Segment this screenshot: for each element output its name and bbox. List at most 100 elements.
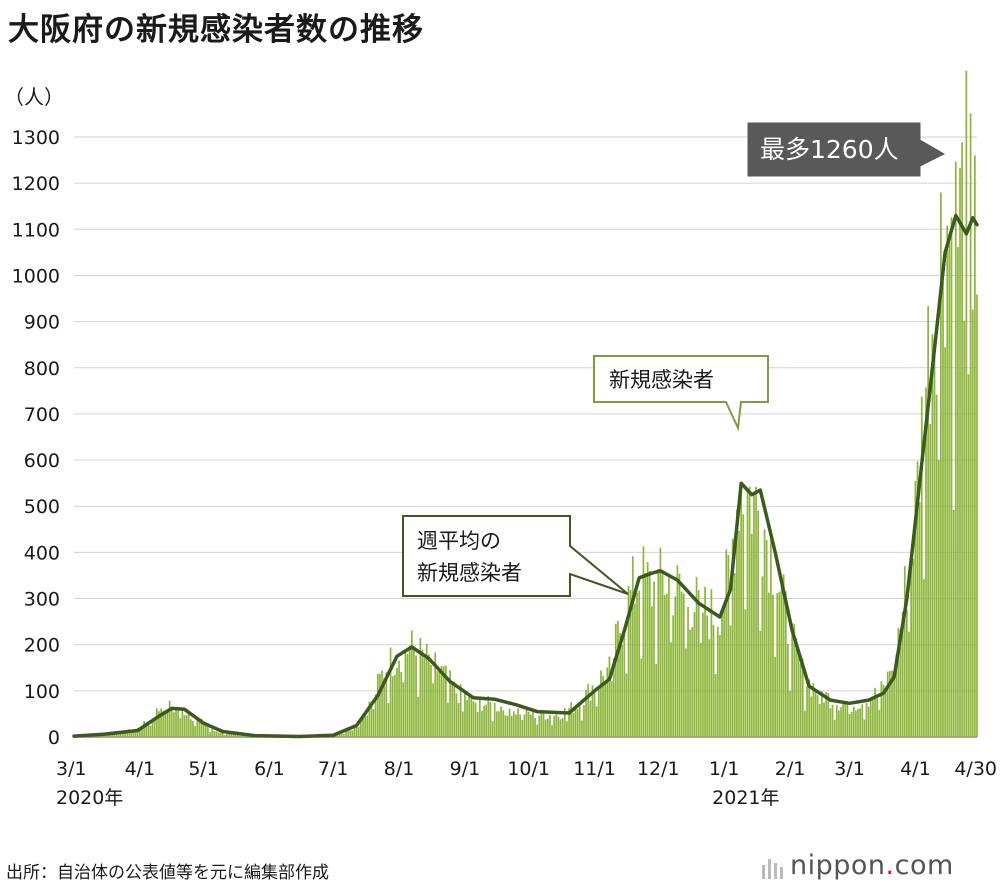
bar [402, 682, 405, 737]
bar [748, 486, 751, 737]
bar [383, 677, 386, 737]
bar [349, 730, 352, 737]
bar [364, 712, 366, 737]
bar [600, 670, 602, 737]
bar [406, 653, 409, 737]
bar [878, 709, 881, 737]
x-tick-label: 7/1 [318, 758, 349, 780]
bar [525, 707, 528, 737]
bar [391, 676, 394, 737]
bar [634, 603, 636, 737]
daily-bars [73, 70, 978, 738]
bar [702, 612, 704, 737]
bar [725, 549, 728, 737]
bar [568, 708, 570, 737]
bar [840, 707, 842, 737]
bar [421, 649, 424, 737]
bar [736, 509, 738, 737]
y-tick-label: 0 [48, 727, 60, 749]
bar [651, 606, 653, 737]
bar [925, 387, 927, 737]
y-tick-label: 1200 [12, 173, 60, 195]
bar [213, 730, 216, 737]
bar [245, 735, 247, 737]
bar [470, 694, 473, 737]
bar [156, 708, 158, 737]
bar [729, 625, 732, 737]
y-tick-label: 200 [24, 635, 60, 657]
bar [451, 683, 454, 737]
bar [230, 733, 233, 737]
bar [504, 715, 507, 737]
bar [933, 339, 936, 737]
weekly-average-polyline [72, 213, 979, 739]
bar [617, 620, 619, 737]
bar [678, 573, 681, 737]
bar [674, 596, 677, 737]
bar [776, 593, 779, 737]
bar [602, 675, 604, 737]
bar [345, 729, 347, 737]
bar [591, 685, 594, 737]
bar [763, 529, 766, 737]
bar [130, 731, 133, 737]
bar [442, 666, 445, 737]
bar [621, 644, 624, 737]
bar [515, 714, 517, 737]
bar [952, 509, 955, 737]
bar [704, 586, 706, 737]
bar [385, 672, 388, 737]
bar [493, 702, 496, 737]
bar [929, 424, 932, 737]
bar [466, 700, 468, 737]
bar [797, 649, 800, 737]
weekly-average-callout-line-1: 週平均の [417, 529, 501, 553]
bar [427, 654, 430, 737]
bar [948, 242, 951, 737]
x-tick-label: 9/1 [450, 758, 481, 780]
bar [825, 692, 827, 737]
bar [682, 593, 685, 737]
bar [946, 225, 949, 737]
bar [587, 683, 590, 737]
bar [177, 710, 179, 737]
bar [801, 658, 804, 737]
bar [502, 710, 505, 737]
y-tick-label: 400 [24, 542, 60, 564]
bar [410, 630, 413, 737]
brand-logo: nippon.com [790, 850, 954, 881]
bar [772, 594, 774, 737]
bar [625, 673, 628, 737]
bar [976, 294, 978, 737]
bar [742, 514, 745, 737]
bar [430, 664, 432, 737]
bar [134, 732, 137, 737]
bar [147, 722, 150, 737]
bar [610, 681, 613, 737]
bar [954, 161, 957, 738]
y-tick-label: 300 [24, 589, 60, 611]
bar [795, 638, 798, 737]
bar [876, 694, 878, 737]
bar [489, 702, 492, 737]
bar [942, 282, 944, 737]
bar [731, 538, 734, 737]
bar [563, 708, 566, 737]
bar [859, 708, 861, 737]
bar [604, 682, 607, 737]
bar [944, 347, 946, 737]
bar [241, 735, 243, 737]
bar [927, 306, 929, 737]
x-tick-label: 2/1 [775, 758, 806, 780]
bar [614, 623, 617, 737]
bar [638, 590, 641, 737]
bar [353, 724, 356, 737]
x-tick-label: 11/1 [573, 758, 616, 780]
chart: （人） 0 100 200 300 400 500 600 700 800 900 1000 1100… [4, 70, 997, 809]
bar [455, 693, 458, 737]
bar [192, 720, 194, 737]
bar [914, 480, 917, 737]
bar [757, 510, 760, 737]
bar [151, 718, 154, 737]
bar [500, 706, 502, 737]
